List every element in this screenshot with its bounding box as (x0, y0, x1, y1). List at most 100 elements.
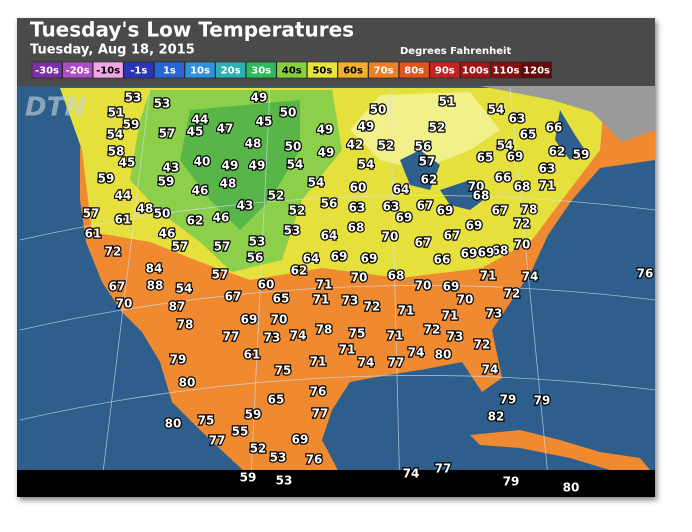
temperature-label: 67 (417, 199, 434, 213)
temperature-label: 68 (348, 221, 365, 235)
temperature-label: 71 (398, 304, 415, 318)
legend-swatch (368, 61, 399, 79)
temperature-label: 72 (364, 300, 381, 314)
temperature-label: 57 (419, 155, 436, 169)
temperature-label: 53 (284, 224, 301, 238)
temperature-label: 70 (457, 293, 474, 307)
temperature-label: 67 (225, 290, 242, 304)
temperature-label: 46 (159, 227, 176, 241)
temperature-label: 43 (237, 199, 254, 213)
temperature-label: 76 (637, 267, 654, 281)
temperature-label: 65 (520, 128, 537, 142)
temperature-label: 79 (534, 394, 551, 408)
temperature-label: 63 (383, 200, 400, 214)
temperature-label: 66 (434, 253, 451, 267)
bottom-bar (17, 470, 655, 497)
temperature-label: 59 (158, 175, 175, 189)
temperature-label: 60 (350, 181, 367, 195)
legend-label: 70s (374, 66, 394, 77)
temperature-label: 61 (85, 227, 102, 241)
legend-swatch (460, 61, 491, 79)
temperature-label: 72 (105, 245, 122, 259)
temperature-label: 69 (466, 219, 483, 233)
temperature-label: 54 (287, 158, 304, 172)
temperature-label: 52 (289, 204, 306, 218)
temperature-label: 62 (291, 264, 308, 278)
temperature-label: 57 (212, 268, 229, 282)
temperature-label: 79 (503, 475, 520, 489)
temperature-label: 65 (477, 151, 494, 165)
legend-label: 20s (221, 66, 241, 77)
temperature-label: 70 (468, 180, 485, 194)
temperature-label: 71 (316, 278, 333, 292)
legend-label: 10s (190, 66, 210, 77)
temperature-label: 57 (172, 240, 189, 254)
legend-swatch (245, 61, 277, 79)
legend-label: 90s (435, 66, 455, 77)
temperature-label: 70 (514, 238, 531, 252)
temperature-label: 69 (437, 204, 454, 218)
units-label: Degrees Fahrenheit (400, 46, 511, 57)
title: Tuesday's Low Temperatures (30, 18, 354, 42)
temperature-label: 77 (223, 330, 240, 344)
legend-swatch (398, 61, 430, 79)
temperature-label: 56 (415, 140, 432, 154)
temperature-label: 71 (313, 293, 330, 307)
temperature-label: 80 (179, 376, 196, 390)
temperature-label: 50 (370, 103, 387, 117)
temperature-label: 70 (382, 230, 399, 244)
temperature-label: 78 (316, 323, 333, 337)
temperature-label: 59 (98, 172, 115, 186)
temperature-label: 53 (270, 451, 287, 465)
temperature-label: 77 (388, 356, 405, 370)
temperature-label: 62 (187, 214, 204, 228)
temperature-label: 75 (349, 327, 366, 341)
temperature-label: 52 (429, 121, 446, 135)
temperature-label: 44 (192, 113, 209, 127)
temperature-label: 51 (439, 95, 456, 109)
legend-swatch (184, 61, 216, 79)
legend-label: 1s (163, 66, 176, 77)
temperature-label: 50 (154, 207, 171, 221)
legend-label: -30s (35, 66, 59, 77)
temperature-label: 80 (435, 348, 452, 362)
legend-label: -1s (130, 66, 147, 77)
temperature-label: 73 (486, 307, 503, 321)
temperature-label: 50 (285, 140, 302, 154)
temperature-label: 72 (424, 323, 441, 337)
temperature-label: 70 (271, 313, 288, 327)
legend-label: 110s (493, 66, 520, 77)
temperature-label: 64 (303, 252, 320, 266)
temperature-label: 71 (442, 309, 459, 323)
temperature-label: 59 (573, 148, 590, 162)
temperature-label: 53 (276, 474, 293, 488)
legend-label: 60s (343, 66, 363, 77)
legend-swatch (31, 61, 63, 79)
temperature-label: 68 (473, 189, 490, 203)
legend-label: 30s (251, 66, 271, 77)
temperature-label: 65 (273, 292, 290, 306)
temperature-label: 62 (549, 145, 566, 159)
temperature-label: 63 (509, 112, 526, 126)
temperature-label: 73 (264, 331, 281, 345)
temperature-label: 71 (539, 179, 556, 193)
legend-label: 40s (282, 66, 302, 77)
temperature-label: 59 (240, 471, 257, 485)
temperature-label: 69 (241, 313, 258, 327)
legend-swatch (276, 61, 308, 79)
legend-label: 120s (523, 66, 550, 77)
temperature-label: 71 (387, 329, 404, 343)
legend-swatch (490, 61, 522, 79)
legend-swatch (62, 61, 93, 79)
temperature-label: 62 (421, 173, 438, 187)
legend-swatch (123, 61, 155, 79)
temperature-label: 48 (220, 177, 237, 191)
temperature-label: 87 (169, 300, 186, 314)
temperature-label: 64 (393, 183, 410, 197)
temperature-label: 65 (268, 393, 285, 407)
temperature-label: 42 (347, 138, 364, 152)
temperature-label: 76 (306, 453, 323, 467)
temperature-label: 69 (361, 252, 378, 266)
temperature-label: 72 (474, 338, 491, 352)
